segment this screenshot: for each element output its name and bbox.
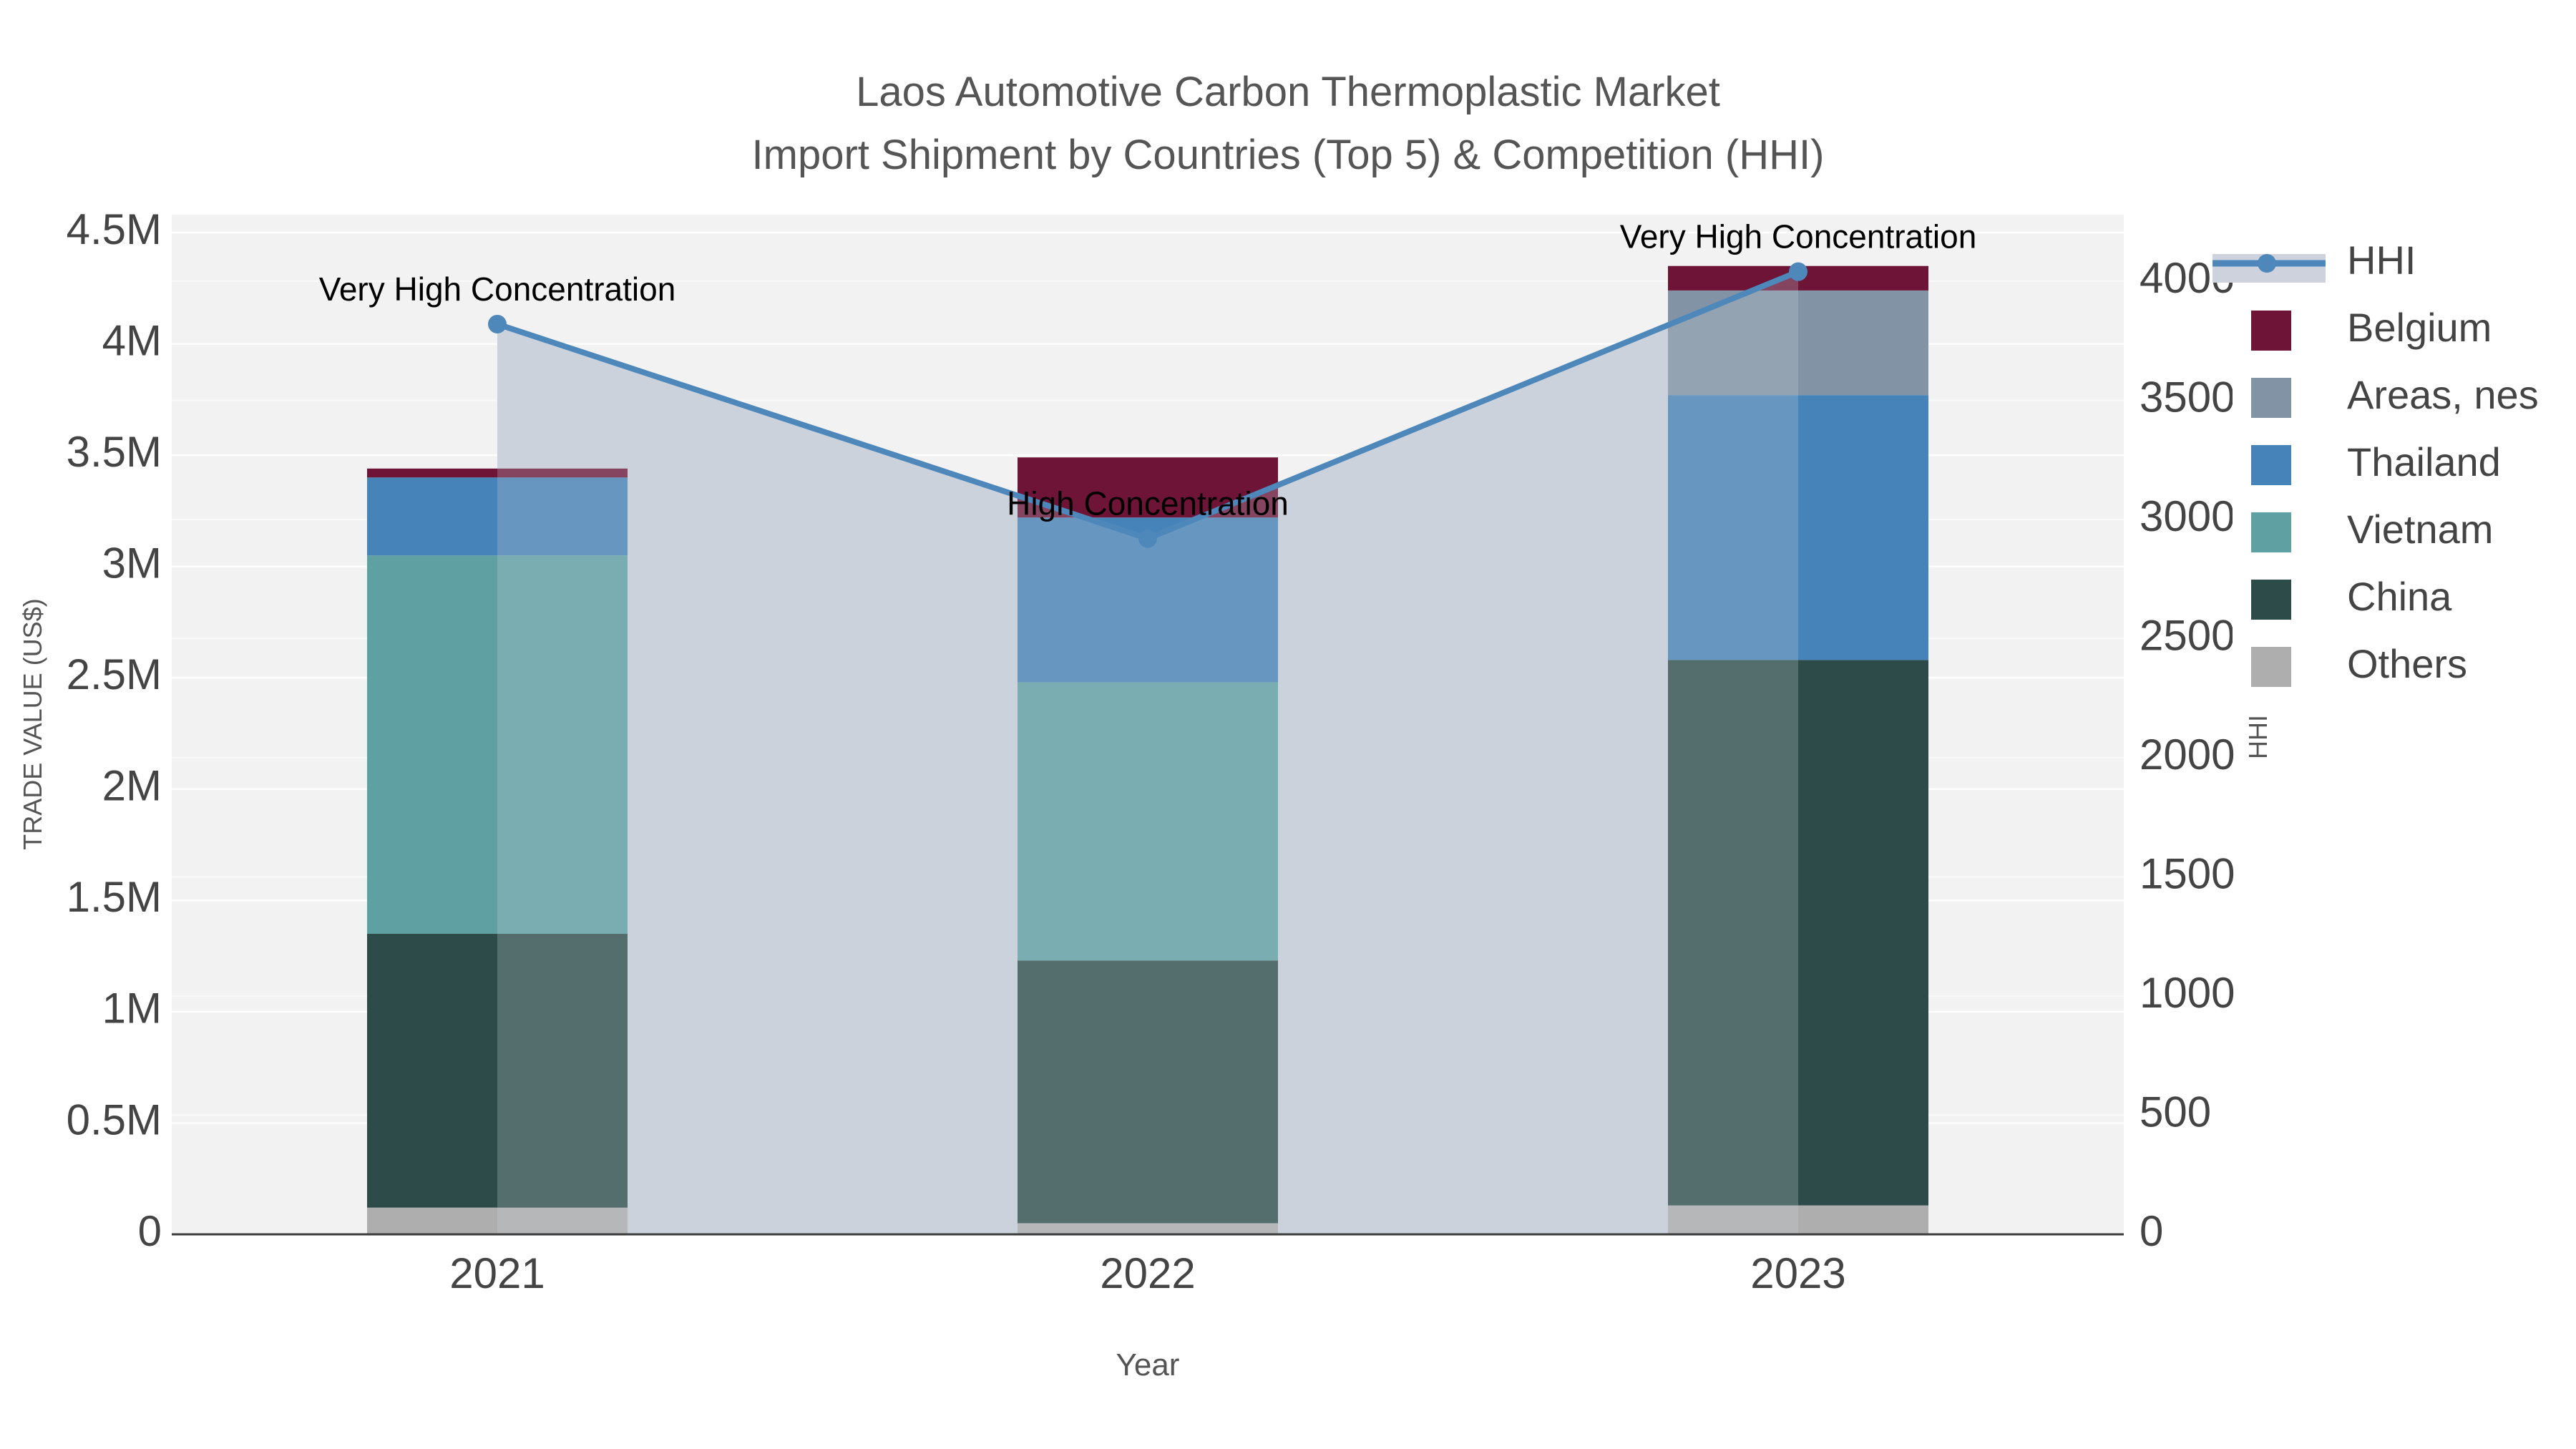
bar-segment-vietnam-2022: [1018, 682, 1278, 961]
hhi-area-overlay: [497, 271, 1798, 1235]
legend-label-others: Others: [2347, 641, 2467, 686]
legend-hhi-marker-icon: [2258, 254, 2276, 273]
y-right-tick-label: 0: [2140, 1207, 2163, 1255]
y-axis-left-title: TRADE VALUE (US$): [18, 598, 47, 849]
y-right-tick-label: 500: [2140, 1088, 2211, 1136]
x-axis-title: Year: [1116, 1347, 1180, 1382]
annotations: Very High Concentration High Concentratio…: [319, 218, 1977, 522]
y-left-tick-label: 2.5M: [67, 650, 162, 698]
y-left-tick-label: 1.5M: [67, 873, 162, 921]
y-left-tick-label: 0.5M: [67, 1096, 162, 1143]
bar-segment-china-2022: [1018, 960, 1278, 1224]
legend-swatch-others: [2251, 647, 2291, 687]
hhi-marker-2023: [1789, 262, 1807, 281]
legend-swatch-vietnam: [2251, 512, 2291, 552]
legend-label-belgium: Belgium: [2347, 305, 2492, 350]
y-left-tick-label: 3.5M: [67, 428, 162, 476]
x-tick-label-2022: 2022: [1100, 1249, 1195, 1297]
y-right-tick-label: 3000: [2140, 492, 2235, 540]
hhi-area-fill-overlay: [497, 271, 1798, 1235]
chart-title: Laos Automotive Carbon Thermoplastic Mar…: [856, 69, 1720, 115]
y-right-tick-label: 1500: [2140, 849, 2235, 897]
y-left-tick-label: 0: [138, 1207, 162, 1255]
hhi-line-layer: [488, 262, 1807, 548]
annotation-2021: Very High Concentration: [319, 270, 676, 308]
legend-label-china: China: [2347, 574, 2452, 619]
legend-swatch-areas-nes: [2251, 378, 2291, 418]
y-left-tick-label: 1M: [102, 985, 162, 1033]
y-right-tick-label: 3500: [2140, 373, 2235, 421]
hhi-marker-2022: [1138, 529, 1157, 548]
chart-subtitle: Import Shipment by Countries (Top 5) & C…: [752, 132, 1825, 178]
annotation-2023: Very High Concentration: [1620, 218, 1977, 255]
x-tick-label-2023: 2023: [1750, 1249, 1845, 1297]
y-axis-right-title: HHI: [2243, 715, 2273, 759]
bar-segment-others-2021: [367, 1207, 628, 1234]
legend-label-thailand: Thailand: [2347, 439, 2501, 484]
bar-segment-others-2023: [1668, 1205, 1928, 1234]
stacked-bars: [367, 265, 1928, 1234]
bar-segment-thailand-2023: [1668, 395, 1928, 660]
bar-segment-belgium-2021: [367, 468, 628, 478]
bar-segment-thailand-2021: [367, 477, 628, 556]
y-left-tick-label: 3M: [102, 540, 162, 587]
y-left-tick-label: 2M: [102, 762, 162, 810]
y-right-tick-label: 1000: [2140, 969, 2235, 1017]
legend-label-areas-nes: Areas, nes: [2347, 372, 2539, 417]
legend: HHI Belgium Areas, nes Thailand Vietnam China…: [2212, 223, 2576, 710]
y-left-tick-label: 4.5M: [67, 205, 162, 253]
legend-swatch-belgium: [2251, 311, 2291, 351]
hhi-marker-2021: [488, 314, 507, 333]
y-right-tick-label: 2000: [2140, 731, 2235, 779]
bar-segment-china-2021: [367, 934, 628, 1208]
legend-swatch-china: [2251, 580, 2291, 620]
legend-swatch-thailand: [2251, 445, 2291, 485]
x-tick-label-2021: 2021: [449, 1249, 545, 1297]
tick-labels: 0 0.5M 1M 1.5M 2M 2.5M 3M 3.5M 4M 4.5M 0 500 1000 150…: [67, 205, 2235, 1297]
legend-label-vietnam: Vietnam: [2347, 507, 2493, 552]
y-left-tick-label: 4M: [102, 316, 162, 364]
legend-label-hhi: HHI: [2347, 238, 2416, 283]
bar-segment-china-2023: [1668, 660, 1928, 1206]
annotation-2022: High Concentration: [1007, 485, 1289, 522]
bar-segment-vietnam-2021: [367, 555, 628, 935]
bar-segment-others-2022: [1018, 1223, 1278, 1234]
y-right-tick-label: 2500: [2140, 611, 2235, 659]
